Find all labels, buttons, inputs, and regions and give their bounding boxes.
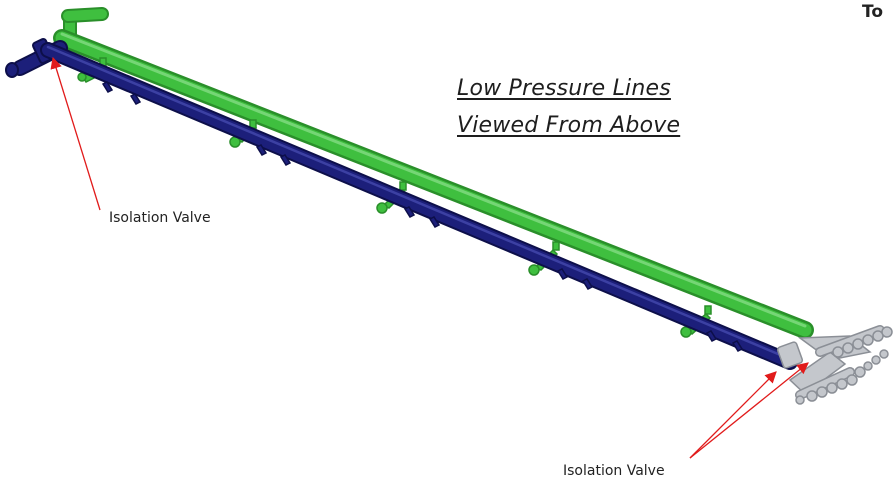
manifold xyxy=(776,325,893,405)
isolation-valve-label-bottom: Isolation Valve xyxy=(563,463,665,479)
callout-arrows xyxy=(50,56,809,459)
arrow-bottom-1 xyxy=(689,371,777,459)
green-pipe xyxy=(53,7,814,339)
corner-text: To xyxy=(862,2,884,22)
isolation-valve-label-top: Isolation Valve xyxy=(109,210,211,226)
arrow-top-left xyxy=(50,56,101,211)
blue-pipe xyxy=(5,38,798,370)
arrow-bottom-2 xyxy=(689,362,809,459)
diagram-title-line-1: Low Pressure Lines xyxy=(457,76,671,101)
diagram-title-line-2: Viewed From Above xyxy=(457,113,681,138)
blue-fittings xyxy=(101,81,744,352)
